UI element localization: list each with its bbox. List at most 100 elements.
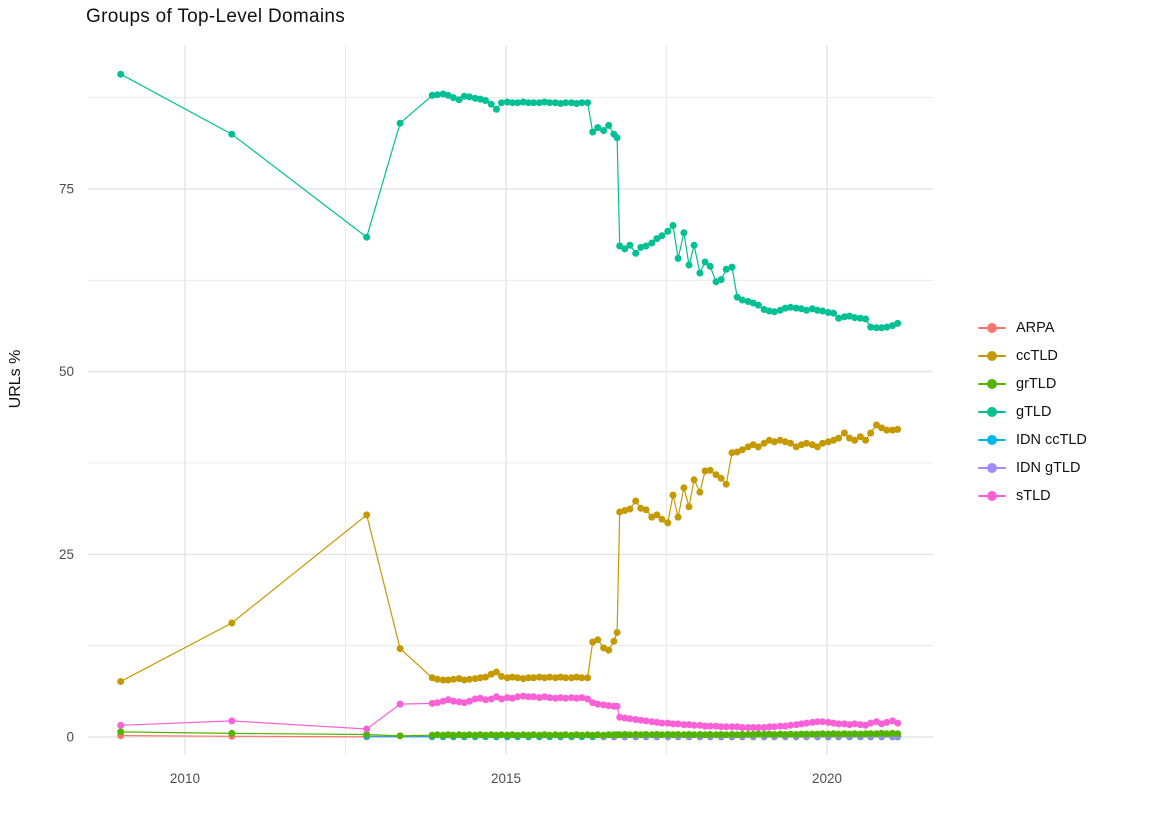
data-point-ccTLD (433, 675, 441, 683)
data-point-grTLD (722, 731, 730, 739)
data-point-ccTLD (546, 673, 554, 681)
data-point-sTLD (578, 694, 586, 702)
data-point-ccTLD (813, 443, 821, 451)
data-point-gTLD (770, 308, 778, 316)
data-point-ccTLD (835, 434, 843, 442)
data-point-gTLD (551, 99, 559, 107)
legend-key-icon (978, 321, 1006, 335)
data-point-sTLD (803, 719, 810, 727)
data-point-sTLD (787, 721, 794, 729)
data-point-grTLD (428, 731, 436, 739)
data-point-ccTLD (530, 674, 538, 682)
data-point-gTLD (733, 293, 741, 301)
data-point-sTLD (551, 694, 559, 702)
data-point-sTLD (541, 693, 548, 701)
data-point-gTLD (835, 314, 843, 322)
data-point-ccTLD (584, 674, 592, 682)
data-point-sTLD (728, 723, 736, 731)
data-point-ccTLD (658, 515, 666, 523)
data-point-grTLD (444, 731, 452, 739)
data-point-sTLD (696, 721, 704, 729)
data-point-ccTLD (228, 619, 236, 627)
data-point-ccTLD (894, 425, 902, 433)
data-point-gTLD (632, 249, 640, 257)
data-point-sTLD (600, 701, 608, 709)
data-point-gTLD (562, 99, 570, 107)
data-point-grTLD (738, 731, 746, 738)
data-point-sTLD (867, 719, 875, 727)
data-point-grTLD (449, 731, 457, 739)
data-point-sTLD (519, 692, 527, 700)
data-point-ccTLD (541, 674, 548, 682)
data-point-gTLD (738, 296, 746, 304)
data-point-ccTLD (626, 505, 634, 513)
data-point-gTLD (787, 303, 794, 311)
data-point-gTLD (584, 99, 592, 107)
data-point-sTLD (514, 693, 522, 701)
data-point-ccTLD (562, 674, 570, 682)
data-point-grTLD (503, 731, 511, 739)
data-point-grTLD (498, 731, 505, 739)
data-point-gTLD (117, 70, 125, 78)
data-point-sTLD (824, 718, 832, 726)
data-point-sTLD (733, 723, 741, 731)
data-point-gTLD (616, 242, 624, 250)
data-point-ccTLD (535, 673, 543, 681)
data-point-gTLD (653, 235, 661, 243)
data-point-sTLD (856, 721, 864, 729)
y-tick-label: 0 (66, 730, 74, 745)
data-point-sTLD (428, 699, 436, 707)
data-point-sTLD (738, 724, 746, 731)
data-point-sTLD (648, 718, 656, 726)
legend-item-grTLD: grTLD (978, 374, 1087, 394)
data-point-ccTLD (862, 436, 870, 444)
data-point-grTLD (712, 731, 720, 739)
series-line-ccTLD (120, 424, 898, 683)
data-point-ccTLD (525, 674, 532, 682)
legend-item-ARPA: ARPA (978, 318, 1087, 338)
data-point-grTLD (460, 731, 468, 739)
data-point-ccTLD (642, 506, 650, 514)
data-point-grTLD (781, 731, 789, 738)
data-point-ccTLD (605, 646, 613, 654)
data-point-grTLD (851, 730, 859, 738)
x-tick-label: 2015 (491, 771, 521, 786)
data-point-sTLD (883, 718, 891, 726)
data-point-gTLD (824, 309, 832, 316)
legend-item-ccTLD: ccTLD (978, 346, 1087, 366)
data-point-sTLD (781, 722, 789, 730)
data-point-gTLD (648, 239, 656, 247)
legend-key-icon (978, 433, 1006, 447)
data-point-sTLD (690, 721, 698, 729)
data-point-gTLD (428, 91, 436, 99)
data-point-grTLD (594, 731, 602, 739)
data-point-ccTLD (889, 426, 896, 434)
data-point-sTLD (396, 700, 404, 708)
data-point-grTLD (808, 730, 816, 738)
data-point-grTLD (530, 731, 538, 739)
data-point-gTLD (664, 227, 672, 235)
data-point-grTLD (541, 731, 548, 739)
series-line-gTLD (120, 73, 898, 329)
data-point-grTLD (765, 730, 773, 738)
data-point-ccTLD (492, 668, 500, 676)
data-point-grTLD (551, 731, 559, 739)
data-point-ccTLD (674, 513, 682, 521)
data-point-grTLD (455, 731, 463, 739)
data-point-grTLD (749, 731, 757, 738)
data-point-sTLD (680, 721, 688, 729)
data-point-gTLD (465, 93, 473, 101)
data-point-sTLD (626, 715, 634, 723)
data-point-grTLD (878, 729, 886, 737)
data-point-gTLD (460, 92, 468, 100)
data-point-gTLD (873, 324, 880, 332)
data-point-sTLD (808, 718, 816, 726)
data-point-gTLD (894, 319, 902, 327)
data-point-gTLD (690, 241, 698, 249)
data-point-ccTLD (632, 497, 640, 505)
data-point-ccTLD (653, 511, 661, 519)
data-point-gTLD (840, 313, 848, 321)
data-point-grTLD (616, 731, 624, 739)
data-point-grTLD (653, 731, 661, 738)
data-point-gTLD (883, 323, 891, 331)
